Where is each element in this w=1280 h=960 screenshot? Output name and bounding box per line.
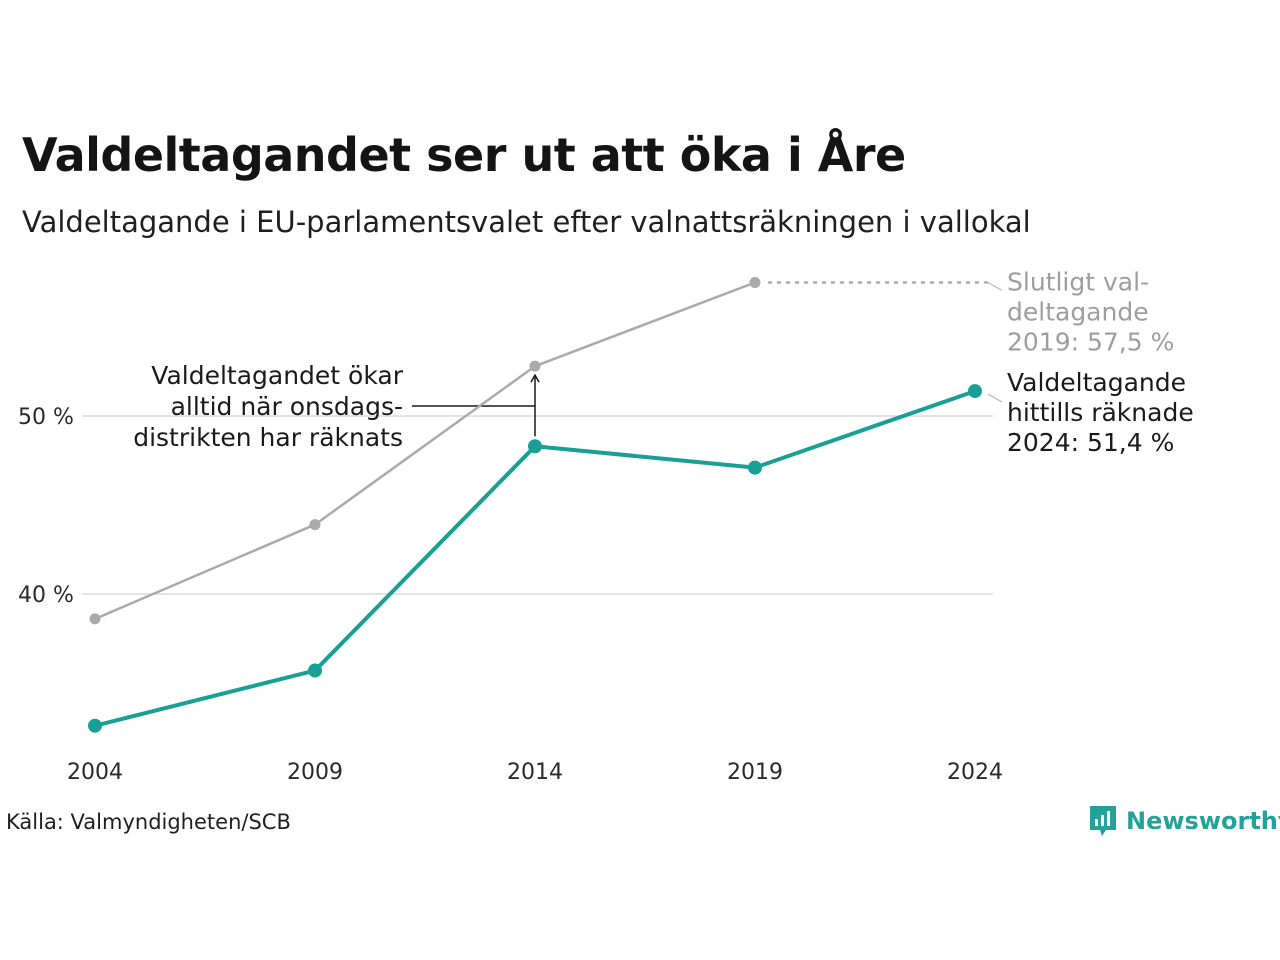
x-tick-label: 2009 (287, 760, 343, 785)
label-line: Slutligt val- (1007, 268, 1149, 297)
data-point-count (528, 439, 542, 454)
label-line: Valdeltagande (1007, 368, 1186, 397)
label-count-2024: Valdeltagande hittills räknade 2024: 51,4 … (1007, 368, 1194, 457)
x-tick-label: 2019 (727, 760, 783, 785)
label-line: Valdeltagandet ökar (151, 361, 403, 390)
chart-subtitle: Valdeltagande i EU-parlamentsvalet efter… (22, 205, 1031, 239)
label-connector (987, 281, 1003, 292)
label-line: hittills räknade (1007, 398, 1194, 427)
data-point-count (748, 460, 762, 475)
label-line: alltid när onsdags- (171, 392, 403, 421)
data-point-final (749, 277, 761, 288)
label-final-2019: Slutligt val-deltagande 2019: 57,5 % (1007, 268, 1174, 357)
label-line: deltagande (1007, 298, 1149, 327)
x-tick-label: 2024 (947, 760, 1003, 785)
bar-chart-icon (1090, 806, 1116, 836)
annotation-note: Valdeltagandet ökar alltid när onsdags-di… (133, 361, 403, 452)
source-note: Källa: Valmyndigheten/SCB (6, 810, 291, 834)
data-point-final (529, 360, 541, 372)
series-line-final (93, 281, 757, 621)
arrow-head (530, 373, 540, 383)
chart-title: Valdeltagandet ser ut att öka i Åre (22, 128, 906, 182)
label-line: 2019: 57,5 % (1007, 328, 1174, 357)
data-point-count (968, 384, 982, 399)
brand-logo: Newsworthy (1088, 803, 1280, 839)
data-point-final (89, 613, 101, 625)
label-line: 2024: 51,4 % (1007, 428, 1174, 457)
data-point-final (309, 519, 321, 531)
label-line: distrikten har räknats (133, 423, 403, 452)
label-connector (987, 393, 1003, 403)
x-tick-label: 2014 (507, 760, 563, 785)
y-tick-label: 40 % (18, 583, 74, 608)
y-tick-label: 50 % (18, 405, 74, 430)
brand-name: Newsworthy (1126, 807, 1280, 835)
data-point-count (88, 718, 102, 733)
data-point-count (308, 663, 322, 678)
x-tick-label: 2004 (67, 760, 123, 785)
